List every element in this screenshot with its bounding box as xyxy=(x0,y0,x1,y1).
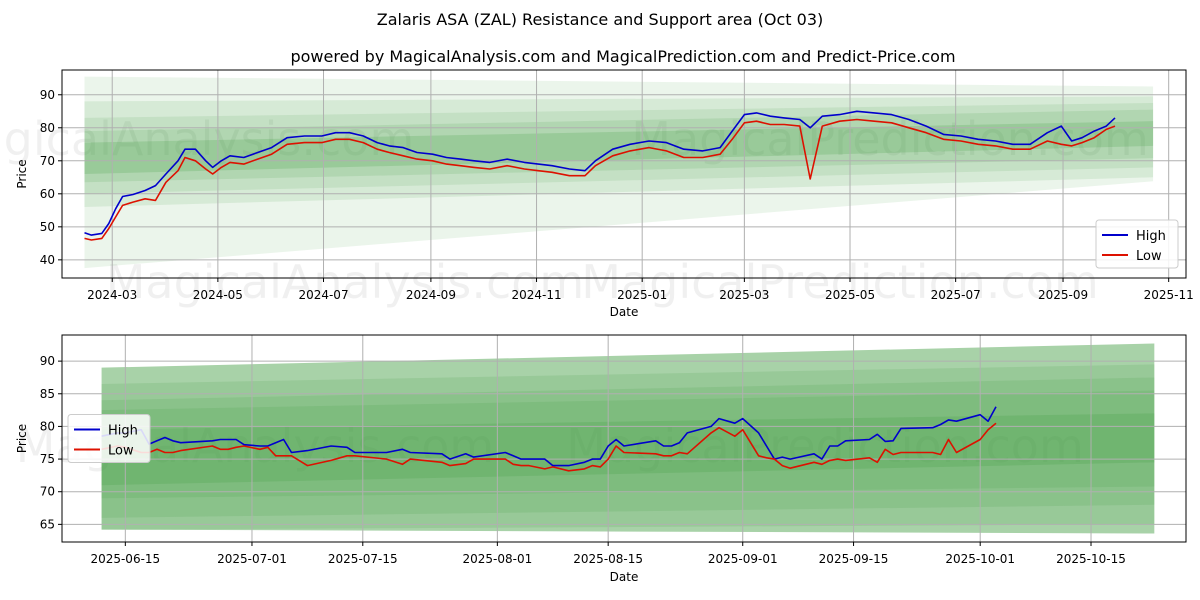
x-tick-label: 2024-05 xyxy=(193,288,243,302)
support-resistance-bands xyxy=(84,76,1154,269)
chart-subtitle: powered by MagicalAnalysis.com and Magic… xyxy=(290,47,955,66)
grid-lines xyxy=(62,70,1186,278)
x-tick-label: 2025-03 xyxy=(719,288,769,302)
band-area xyxy=(101,364,1155,530)
x-tick-label: 2024-09 xyxy=(406,288,456,302)
legend: High Low xyxy=(67,414,151,463)
band-area xyxy=(101,343,1155,534)
y-tick-label: 80 xyxy=(40,419,55,433)
legend: High Low xyxy=(1095,219,1179,269)
y-tick-label: 80 xyxy=(40,121,55,135)
x-tick-label: 2025-01 xyxy=(617,288,667,302)
y-tick-label: 60 xyxy=(40,187,55,201)
legend-label-high: High xyxy=(1136,229,1166,244)
x-tick-label: 2025-07-01 xyxy=(217,552,287,566)
legend-label-high: High xyxy=(108,424,138,439)
watermark-text: MagicalPrediction.com xyxy=(581,255,1099,309)
plot-frame xyxy=(61,69,1187,279)
x-axis-label: Date xyxy=(610,305,639,319)
x-tick-label: 2025-09-15 xyxy=(819,552,889,566)
watermark-text: MagicalAnalysis.com xyxy=(106,255,585,309)
series-line-low xyxy=(84,118,1116,241)
x-tick-label: 2025-07 xyxy=(931,288,981,302)
band-area xyxy=(84,103,1154,194)
chart-panel-recent-zoom: 2025-06-15 2025-07-01 2025-07-15 2025-08-01… xyxy=(15,334,1187,584)
series-line-high xyxy=(84,110,1116,236)
band-area xyxy=(101,390,1155,499)
legend-label-low: Low xyxy=(1136,249,1162,264)
x-tick-label: 2025-11 xyxy=(1144,288,1194,302)
x-tick-label: 2025-10-15 xyxy=(1056,552,1126,566)
x-tick-label: 2025-05 xyxy=(825,288,875,302)
y-tick-label: 40 xyxy=(40,253,55,267)
band-area xyxy=(84,76,1154,269)
y-axis-label: Price xyxy=(15,424,29,453)
legend-label-low: Low xyxy=(108,444,134,459)
x-tick-label: 2025-06-15 xyxy=(90,552,160,566)
series-line-high xyxy=(101,406,997,467)
x-axis-label: Date xyxy=(610,570,639,584)
band-area xyxy=(101,377,1155,518)
x-tick-label: 2025-10-01 xyxy=(945,552,1015,566)
x-tick-label: 2024-07 xyxy=(298,288,348,302)
y-tick-label: 90 xyxy=(40,354,55,368)
x-tick-label: 2025-07-15 xyxy=(328,552,398,566)
band-area xyxy=(84,96,1154,208)
y-tick-label: 50 xyxy=(40,220,55,234)
x-tick-label: 2024-11 xyxy=(511,288,561,302)
y-tick-label: 90 xyxy=(40,88,55,102)
grid-lines xyxy=(62,335,1186,542)
y-tick-label: 65 xyxy=(40,517,55,531)
chart-panel-full-history: 2024-03 2024-05 2024-07 2024-09 2024-11 2025-… xyxy=(15,69,1194,319)
y-tick-label: 70 xyxy=(40,154,55,168)
watermark-text: MagicalPrediction.com xyxy=(566,419,1084,473)
x-tick-label: 2025-09-01 xyxy=(708,552,778,566)
y-tick-label: 70 xyxy=(40,485,55,499)
x-tick-label: 2025-08-15 xyxy=(573,552,643,566)
support-resistance-bands xyxy=(101,343,1155,534)
x-tick-label: 2024-03 xyxy=(87,288,137,302)
watermark-text: MagicalPrediction.com xyxy=(631,112,1149,166)
chart-title: Zalaris ASA (ZAL) Resistance and Support… xyxy=(377,10,823,29)
band-area xyxy=(101,413,1155,486)
plot-frame xyxy=(61,334,1187,543)
y-tick-label: 85 xyxy=(40,387,55,401)
series-line-low xyxy=(101,422,997,472)
x-tick-label: 2025-09 xyxy=(1038,288,1088,302)
y-tick-label: 75 xyxy=(40,452,55,466)
x-tick-label: 2025-08-01 xyxy=(462,552,532,566)
y-axis-label: Price xyxy=(15,159,29,188)
